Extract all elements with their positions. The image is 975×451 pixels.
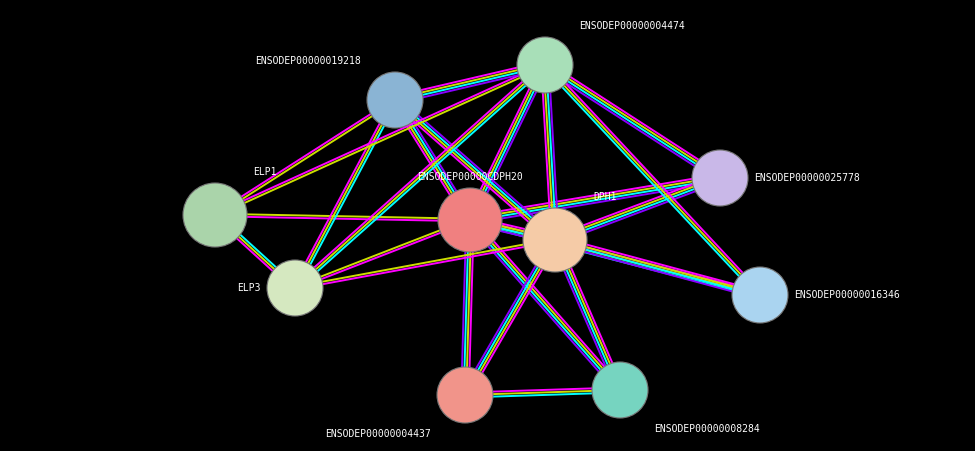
Text: ENSODEP00000016346: ENSODEP00000016346 [794,290,900,300]
Text: ELP3: ELP3 [238,283,261,293]
Text: ENSODEP00000008284: ENSODEP00000008284 [654,424,760,434]
Text: ENSODEP00000025778: ENSODEP00000025778 [754,173,860,183]
Ellipse shape [267,260,323,316]
Ellipse shape [517,37,573,93]
Text: ENSODEP00000CDPH20: ENSODEP00000CDPH20 [417,172,523,182]
Ellipse shape [438,188,502,252]
Ellipse shape [732,267,788,323]
Ellipse shape [183,183,247,247]
Text: ENSODEP00000004437: ENSODEP00000004437 [326,429,431,439]
Text: ELP1: ELP1 [253,167,277,177]
Text: DPH1: DPH1 [593,192,616,202]
Ellipse shape [437,367,493,423]
Text: ENSODEP00000004474: ENSODEP00000004474 [579,21,684,31]
Ellipse shape [367,72,423,128]
Ellipse shape [692,150,748,206]
Ellipse shape [523,208,587,272]
Text: ENSODEP00000019218: ENSODEP00000019218 [255,56,361,66]
Ellipse shape [592,362,648,418]
